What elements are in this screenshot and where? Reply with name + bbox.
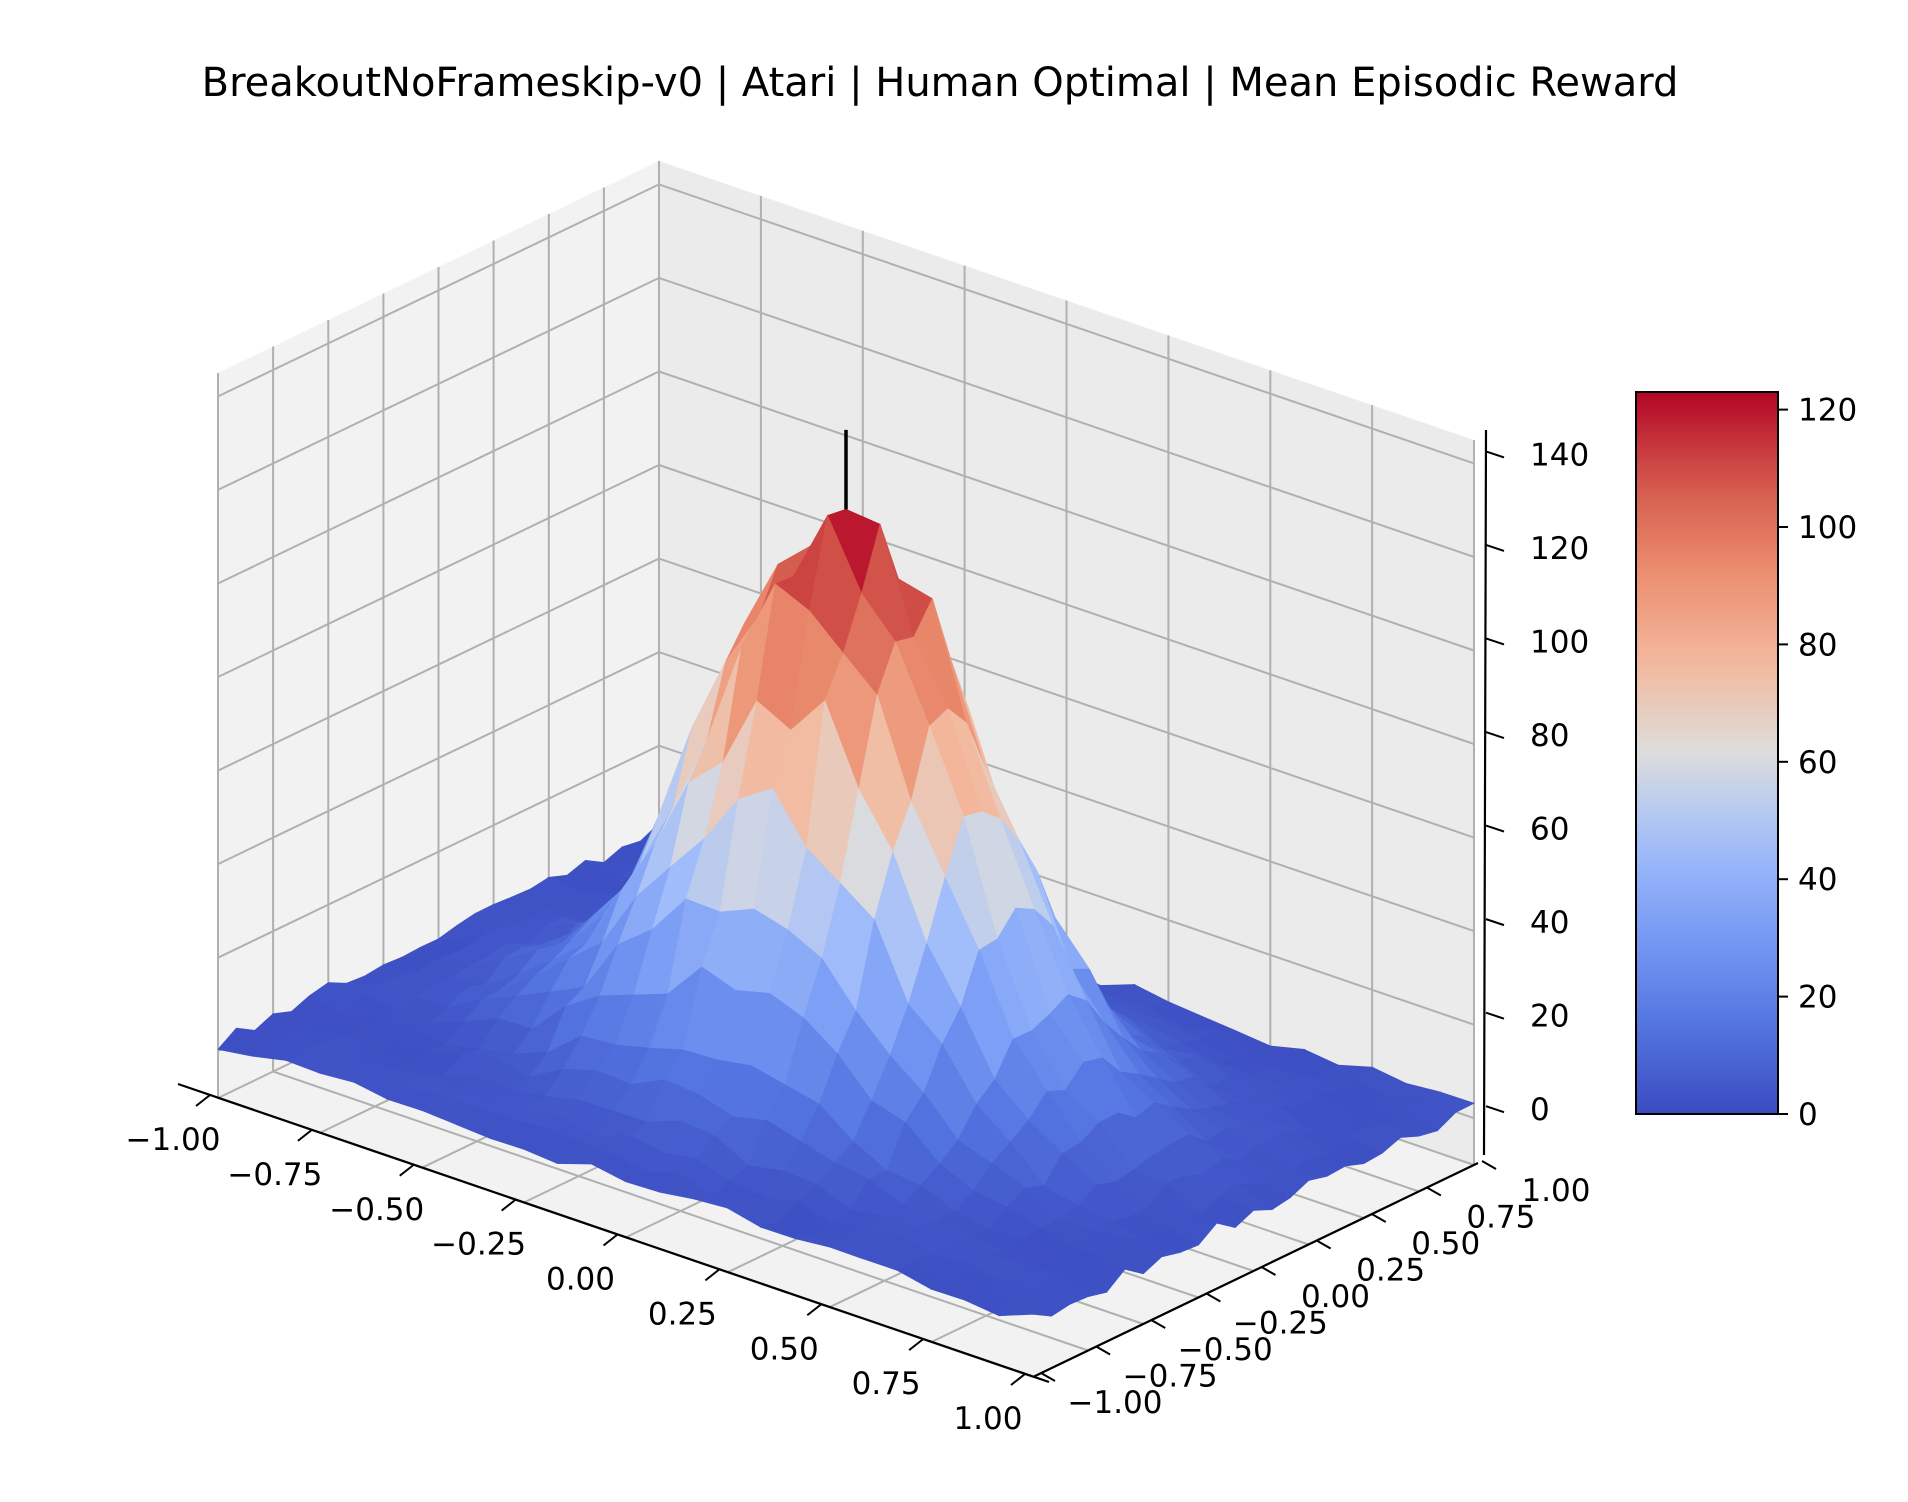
z-tick-label: 60 xyxy=(1530,812,1569,848)
x-tick-mark xyxy=(908,1338,924,1351)
y-tick-mark xyxy=(1426,1186,1442,1197)
y-tick-mark xyxy=(1316,1239,1332,1250)
y-tick-mark xyxy=(1150,1319,1166,1329)
z-gridline xyxy=(217,557,1475,839)
z-tick-mark xyxy=(1485,731,1505,739)
y-axis-line xyxy=(1032,1162,1479,1378)
z-tick-mark xyxy=(1485,824,1505,833)
chart-title: BreakoutNoFrameskip-v0 | Atari | Human O… xyxy=(202,60,1679,106)
z-gridline xyxy=(217,651,1475,933)
z-tick-label: 40 xyxy=(1530,905,1569,941)
surface-patch xyxy=(998,1294,1052,1317)
z-tick-mark xyxy=(1485,1011,1505,1020)
x-tick-label: −0.50 xyxy=(329,1192,424,1228)
y-tick-label: 0.00 xyxy=(1301,1279,1370,1315)
z-axis-line xyxy=(1482,429,1488,1156)
x-tick-mark xyxy=(501,1198,517,1212)
x-tick-mark xyxy=(806,1303,822,1317)
z-tick-label: 120 xyxy=(1530,531,1589,567)
y-tick-label: 0.75 xyxy=(1466,1200,1535,1236)
x-tick-label: 0.75 xyxy=(852,1366,921,1402)
y-tick-label: −0.25 xyxy=(1233,1306,1328,1342)
x-tick-mark xyxy=(399,1163,415,1177)
y-tick-label: −0.75 xyxy=(1123,1359,1218,1395)
y-tick-label: −1.00 xyxy=(1068,1385,1163,1421)
y-tick-mark xyxy=(1205,1292,1221,1303)
x-tick-label: −1.00 xyxy=(126,1122,221,1158)
y-tick-mark xyxy=(1481,1160,1497,1170)
x-tick-label: −0.75 xyxy=(227,1157,322,1193)
y-tick-label: 0.50 xyxy=(1411,1226,1480,1262)
surface-mesh xyxy=(217,508,1476,1317)
z-gridline xyxy=(217,463,1475,745)
x-tick-mark xyxy=(297,1129,313,1142)
colorbar-tick-label: 20 xyxy=(1798,980,1837,1016)
z-tick-label: 100 xyxy=(1530,624,1589,660)
z-tick-label: 140 xyxy=(1530,437,1589,473)
y-tick-label: 0.25 xyxy=(1356,1253,1425,1289)
tick-labels: −1.00−0.75−0.50−0.250.000.250.500.751.00… xyxy=(126,437,1591,1437)
z-tick-label: 0 xyxy=(1530,1092,1550,1128)
y-tick-mark xyxy=(1095,1345,1111,1356)
x-tick-mark xyxy=(602,1233,619,1247)
colorbar: 0 20 40 60 80 100 120 xyxy=(1635,391,1857,1133)
colorbar-tick-label: 60 xyxy=(1798,745,1837,781)
x-tick-mark xyxy=(1010,1373,1026,1386)
y-tick-label: −0.50 xyxy=(1178,1332,1273,1368)
z-tick-mark xyxy=(1485,543,1505,552)
z-gridline xyxy=(217,276,1475,558)
y-tick-mark xyxy=(1040,1372,1056,1382)
x-axis-line xyxy=(177,1082,1050,1384)
z-gridline xyxy=(217,370,1475,652)
y-gridline xyxy=(272,346,1089,1352)
x-tick-mark xyxy=(195,1094,211,1107)
z-tick-mark xyxy=(1485,637,1505,646)
colorbar-tick-label: 80 xyxy=(1798,627,1837,663)
x-tick-label: 0.00 xyxy=(546,1262,615,1298)
x-tick-mark xyxy=(704,1268,720,1282)
z-tick-label: 80 xyxy=(1530,718,1569,754)
z-tick-mark xyxy=(1485,1105,1505,1114)
x-tick-label: 0.25 xyxy=(648,1296,717,1332)
y-tick-mark xyxy=(1261,1266,1276,1276)
axis-lines xyxy=(177,429,1488,1384)
colorbar-tick-label: 120 xyxy=(1798,393,1857,429)
y-tick-label: 1.00 xyxy=(1521,1173,1590,1209)
z-tick-label: 20 xyxy=(1530,999,1569,1035)
x-tick-label: 0.50 xyxy=(750,1331,819,1367)
y-tick-mark xyxy=(1371,1213,1387,1223)
colorbar-gradient xyxy=(1635,391,1779,1115)
x-tick-label: 1.00 xyxy=(953,1401,1022,1437)
z-gridline xyxy=(217,744,1475,1026)
x-tick-label: −0.25 xyxy=(431,1227,526,1263)
colorbar-tick-label: 100 xyxy=(1798,510,1857,546)
colorbar-tick-label: 0 xyxy=(1798,1097,1818,1133)
z-gridline xyxy=(217,183,1475,465)
z-tick-mark xyxy=(1485,450,1505,459)
z-tick-mark xyxy=(1485,918,1505,927)
colorbar-tick-label: 40 xyxy=(1798,862,1837,898)
